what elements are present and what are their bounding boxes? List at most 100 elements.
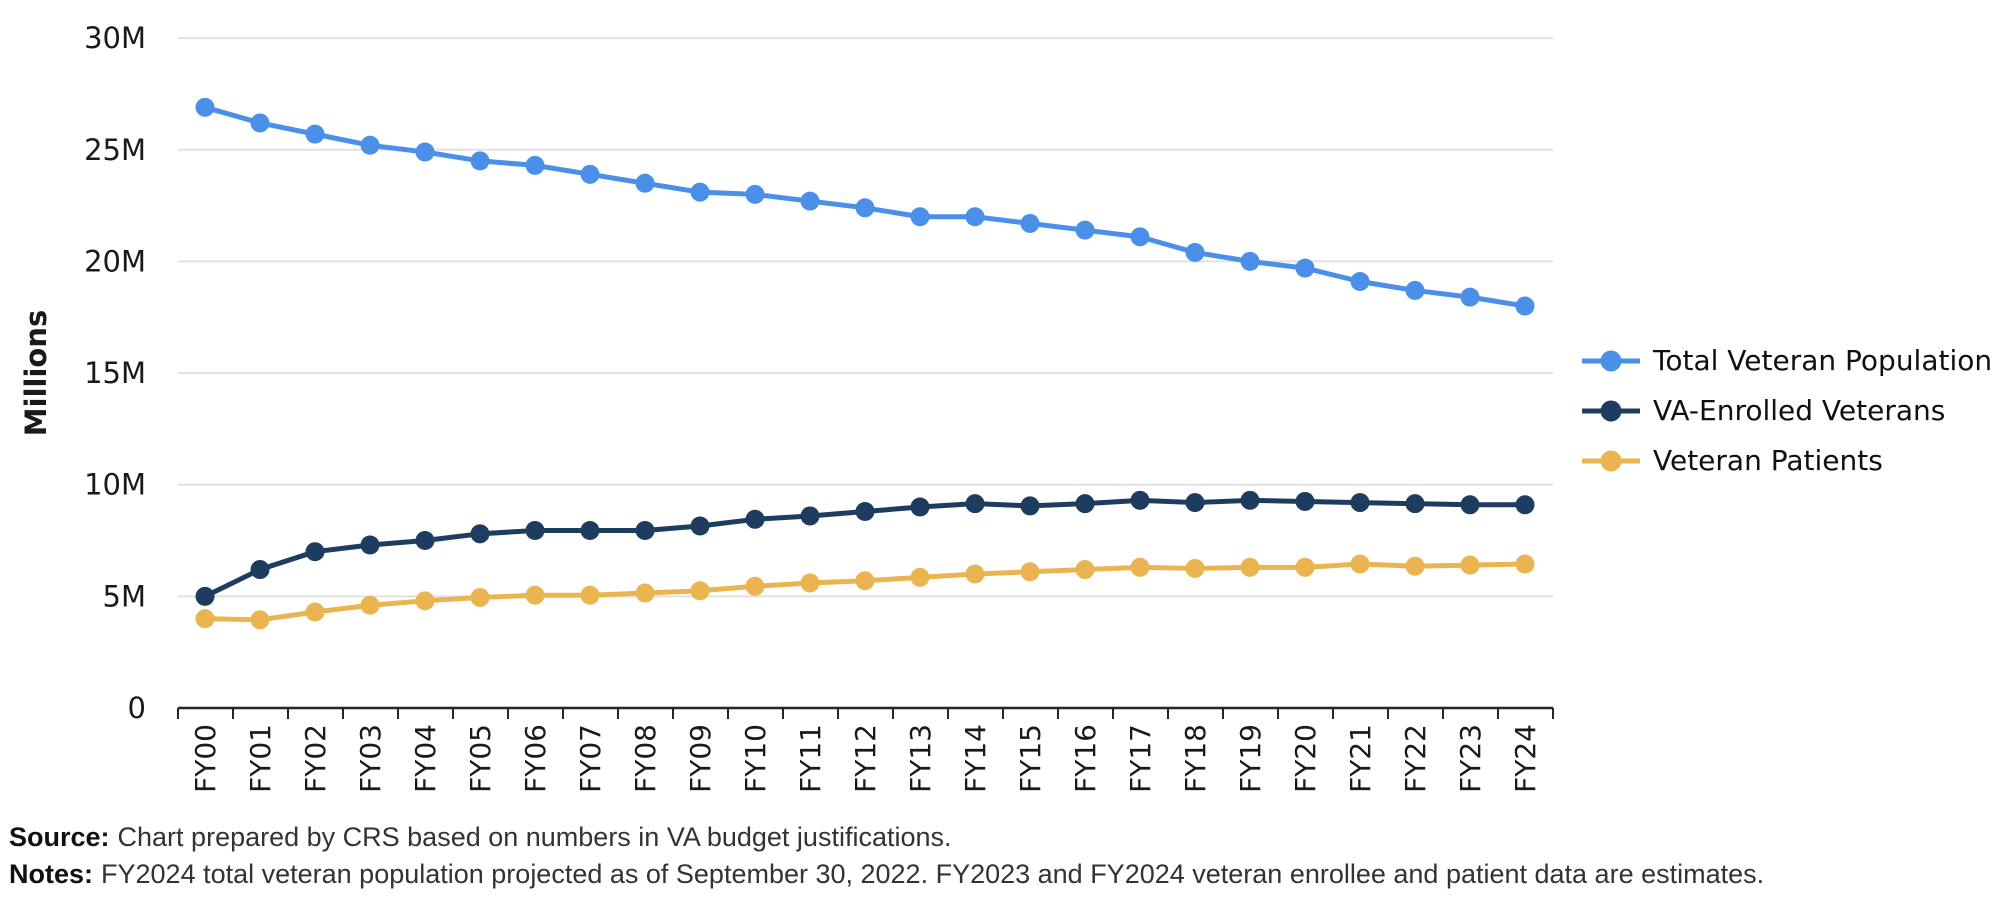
legend-label: VA-Enrolled Veterans — [1653, 394, 1946, 427]
y-axis-tick-label: 25M — [84, 133, 146, 167]
notes-text: FY2024 total veteran population projecte… — [101, 859, 1765, 889]
data-point — [1075, 220, 1095, 240]
x-axis-tick-label: FY07 — [574, 724, 607, 793]
x-axis-tick-label: FY00 — [189, 724, 222, 793]
data-point — [690, 581, 710, 601]
data-point — [1240, 251, 1260, 271]
data-point — [1130, 557, 1150, 577]
legend-label: Total Veteran Population — [1653, 344, 1993, 377]
data-point — [635, 583, 655, 603]
y-axis-tick-label: 5M — [103, 579, 146, 613]
data-point — [1020, 213, 1040, 233]
data-point — [965, 564, 985, 584]
data-point — [1295, 557, 1315, 577]
source-label: Source: — [9, 822, 110, 852]
data-point — [250, 560, 270, 580]
x-axis-tick-label: FY15 — [1014, 724, 1047, 793]
data-point — [360, 595, 380, 615]
chart-plot-area: 0 5M 10M 15M 20M 25M 30M Millions FY00 FY01 FY02 FY… — [19, 21, 1554, 793]
legend-marker-icon — [1582, 400, 1640, 422]
data-point — [800, 573, 820, 593]
data-point — [415, 142, 435, 162]
data-point — [1075, 560, 1095, 580]
y-axis-tick-label: 15M — [84, 356, 146, 390]
data-point — [1460, 495, 1480, 515]
data-point — [250, 113, 270, 133]
source-text: Chart prepared by CRS based on numbers i… — [117, 822, 952, 852]
data-point — [1405, 556, 1425, 576]
x-axis-tick-label: FY17 — [1124, 724, 1157, 793]
data-point — [360, 135, 380, 155]
x-axis-tick-label: FY14 — [959, 724, 992, 793]
x-axis-tick-label: FY21 — [1344, 724, 1377, 793]
legend-item: VA-Enrolled Veterans — [1582, 396, 1992, 426]
x-axis-tick-label: FY23 — [1454, 724, 1487, 793]
x-axis-tick-label: FY03 — [354, 724, 387, 793]
data-point — [195, 586, 215, 606]
data-point — [855, 198, 875, 218]
data-point — [580, 520, 600, 540]
data-point — [1130, 227, 1150, 247]
data-point — [415, 531, 435, 551]
data-point — [305, 124, 325, 144]
data-point — [525, 585, 545, 605]
chart-footer: Source: Chart prepared by CRS based on nu… — [9, 819, 1764, 893]
data-point — [1405, 494, 1425, 514]
data-point — [910, 497, 930, 517]
data-point — [470, 151, 490, 171]
x-axis-tick-label: FY02 — [299, 724, 332, 793]
data-point — [745, 509, 765, 529]
data-point — [1295, 258, 1315, 278]
x-axis-tick-label: FY24 — [1509, 724, 1542, 793]
data-point — [1460, 287, 1480, 307]
x-axis-tick-label: FY18 — [1179, 724, 1212, 793]
x-axis-tick-label: FY13 — [904, 724, 937, 793]
x-axis-tick-label: FY22 — [1399, 724, 1432, 793]
data-point — [1075, 494, 1095, 514]
notes-line: Notes: FY2024 total veteran population pr… — [9, 856, 1764, 893]
data-point — [1185, 242, 1205, 262]
data-point — [195, 609, 215, 629]
data-point — [1350, 271, 1370, 291]
data-point — [305, 602, 325, 622]
data-point — [1515, 495, 1535, 515]
x-axis-tick-label: FY05 — [464, 724, 497, 793]
legend-item: Veteran Patients — [1582, 446, 1992, 476]
x-axis-tick-label: FY19 — [1234, 724, 1267, 793]
x-axis-tick-label: FY16 — [1069, 724, 1102, 793]
data-point — [800, 506, 820, 526]
data-point — [1240, 557, 1260, 577]
legend-marker-icon — [1582, 350, 1640, 372]
data-point — [1350, 554, 1370, 574]
data-point — [800, 191, 820, 211]
data-point — [470, 587, 490, 607]
x-axis-tick-label: FY08 — [629, 724, 662, 793]
data-point — [1515, 554, 1535, 574]
y-axis-tick-label: 20M — [84, 244, 146, 278]
data-point — [855, 501, 875, 521]
data-point — [1185, 558, 1205, 578]
data-point — [690, 182, 710, 202]
data-point — [965, 207, 985, 227]
y-axis-tick-label: 30M — [84, 21, 146, 55]
data-point — [965, 494, 985, 514]
data-point — [470, 524, 490, 544]
source-line: Source: Chart prepared by CRS based on nu… — [9, 819, 1764, 856]
data-point — [1240, 490, 1260, 510]
y-axis-tick-label: 10M — [84, 468, 146, 502]
data-point — [635, 520, 655, 540]
notes-label: Notes: — [9, 859, 94, 889]
x-axis-tick-label: FY20 — [1289, 724, 1322, 793]
data-point — [1405, 280, 1425, 300]
data-point — [580, 585, 600, 605]
data-point — [910, 567, 930, 587]
data-point — [1130, 490, 1150, 510]
data-point — [1460, 555, 1480, 575]
data-point — [745, 576, 765, 596]
data-point — [525, 520, 545, 540]
data-point — [1515, 296, 1535, 316]
x-axis-tick-label: FY06 — [519, 724, 552, 793]
data-point — [1020, 496, 1040, 516]
chart-legend: Total Veteran Population VA-Enrolled Vete… — [1582, 346, 1992, 496]
